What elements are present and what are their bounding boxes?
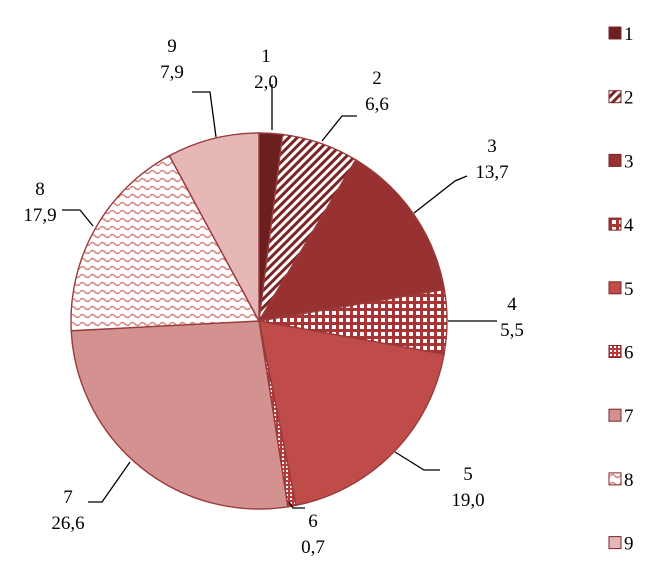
pie-slices — [70, 132, 448, 510]
leader-line-9 — [192, 91, 217, 138]
slice-label-value-4: 5,5 — [500, 320, 524, 341]
leader-lines — [62, 84, 497, 509]
slice-label-category-9: 9 — [167, 36, 177, 57]
legend-label-2: 2 — [624, 88, 634, 109]
legend-swatch-1 — [608, 26, 622, 40]
legend-swatch-3 — [608, 153, 622, 167]
slice-label-category-1: 1 — [261, 46, 271, 67]
pie-slice-8 — [70, 154, 261, 332]
legend-label-6: 6 — [624, 343, 634, 364]
slice-label-category-3: 3 — [487, 136, 497, 157]
leader-line-5 — [394, 451, 440, 471]
slice-label-category-4: 4 — [507, 294, 517, 315]
legend-label-5: 5 — [624, 279, 634, 300]
slice-label-category-5: 5 — [463, 464, 473, 485]
leader-line-6 — [288, 501, 305, 509]
slice-label-category-7: 7 — [63, 487, 73, 508]
legend-label-4: 4 — [624, 215, 634, 236]
pie-slice-5 — [258, 320, 445, 507]
leader-line-3 — [413, 175, 468, 214]
leader-line-8 — [62, 209, 94, 227]
slice-label-category-2: 2 — [372, 68, 382, 89]
pie-slice-7 — [70, 320, 289, 510]
pie-slice-9 — [168, 132, 260, 322]
legend-label-1: 1 — [624, 24, 634, 45]
legend-swatch-2 — [608, 90, 622, 104]
slice-label-value-8: 17,9 — [23, 205, 56, 226]
legend-swatch-7 — [608, 408, 622, 422]
legend-swatch-5 — [608, 281, 622, 295]
slice-label-value-7: 26,6 — [51, 513, 84, 534]
slice-label-value-5: 19,0 — [451, 490, 484, 511]
slice-label-value-1: 2,0 — [254, 72, 278, 93]
slice-label-category-6: 6 — [308, 511, 318, 532]
leader-line-2 — [321, 115, 357, 142]
legend-label-7: 7 — [624, 406, 634, 427]
slice-label-category-8: 8 — [35, 179, 45, 200]
slice-label-value-3: 13,7 — [475, 162, 508, 183]
pie-slice-3 — [257, 158, 446, 322]
legend-swatch-9 — [608, 536, 622, 550]
slice-label-value-6: 0,7 — [301, 537, 325, 558]
leader-line-7 — [88, 461, 131, 503]
legend-swatch-4 — [608, 217, 622, 231]
legend-label-3: 3 — [624, 151, 634, 172]
legend: 1 2 3 4 5 6 7 8 9 — [608, 24, 634, 555]
legend-label-8: 8 — [624, 470, 634, 491]
legend-swatch-6 — [608, 345, 622, 358]
legend-swatch-8 — [608, 472, 622, 486]
legend-label-9: 9 — [624, 534, 634, 555]
slice-label-value-9: 7,9 — [160, 62, 184, 83]
slice-label-value-2: 6,6 — [365, 94, 389, 115]
